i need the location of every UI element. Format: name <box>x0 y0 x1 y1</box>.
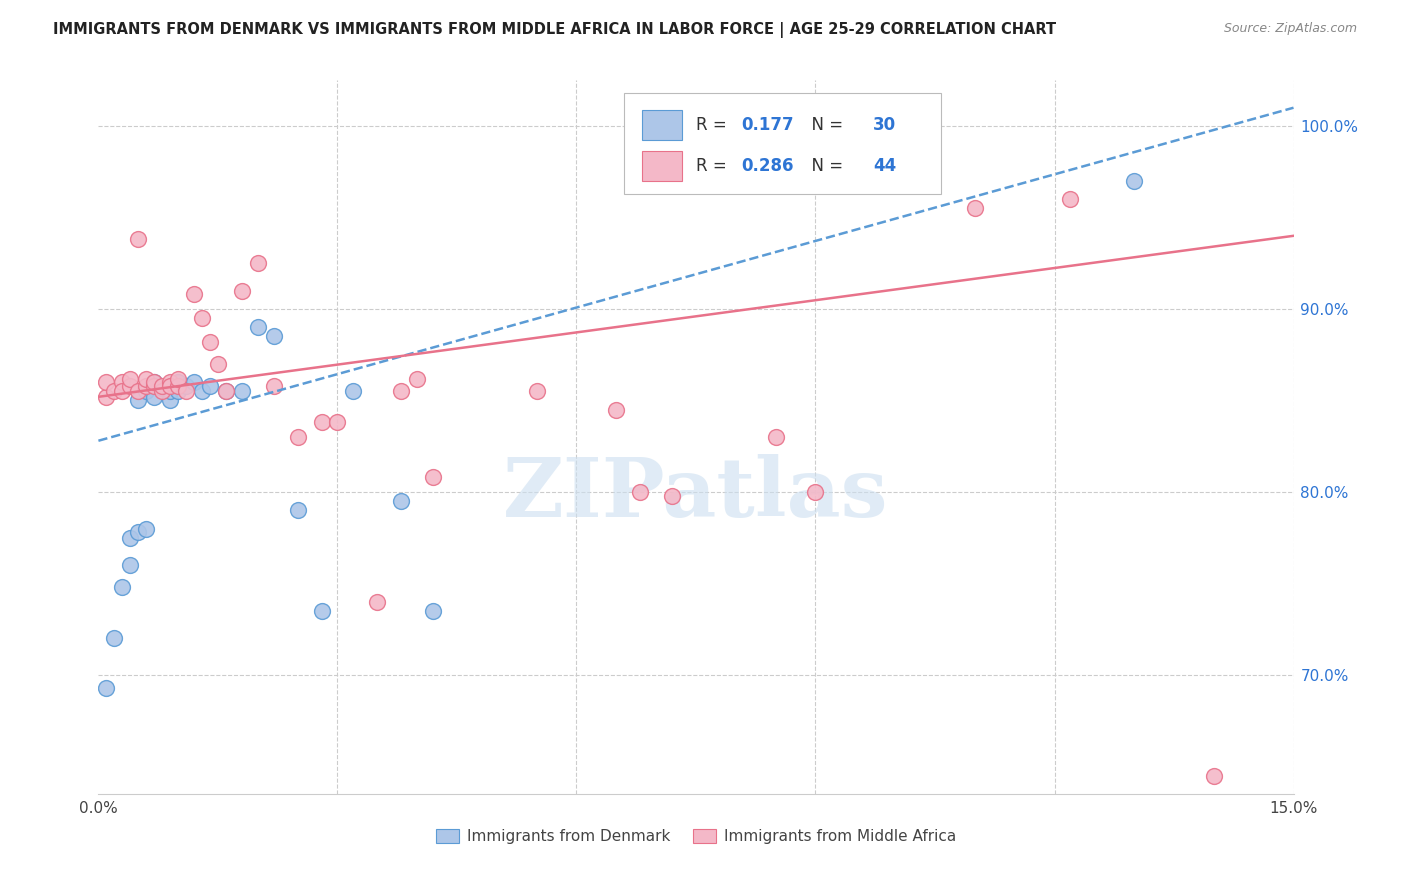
Point <box>103 384 125 399</box>
Point <box>198 379 221 393</box>
Point <box>422 470 444 484</box>
Point <box>342 384 364 399</box>
Point <box>287 503 309 517</box>
Text: ZIPatlas: ZIPatlas <box>503 454 889 534</box>
Point <box>215 384 238 399</box>
Point <box>174 379 197 393</box>
Point <box>167 371 190 385</box>
Point <box>143 390 166 404</box>
Point <box>96 390 118 404</box>
Point <box>389 384 412 399</box>
Text: N =: N = <box>801 116 848 134</box>
Point <box>143 375 166 389</box>
Point <box>127 232 149 246</box>
Point <box>159 384 181 399</box>
Point <box>120 531 142 545</box>
Point <box>120 379 142 393</box>
Point <box>127 393 149 408</box>
Point <box>127 384 149 399</box>
FancyBboxPatch shape <box>643 111 682 140</box>
FancyBboxPatch shape <box>643 151 682 181</box>
Point <box>389 494 412 508</box>
Point <box>111 375 134 389</box>
Point <box>103 632 125 646</box>
Text: IMMIGRANTS FROM DENMARK VS IMMIGRANTS FROM MIDDLE AFRICA IN LABOR FORCE | AGE 25: IMMIGRANTS FROM DENMARK VS IMMIGRANTS FR… <box>53 22 1056 38</box>
Point <box>191 311 214 326</box>
Point <box>765 430 787 444</box>
Point <box>183 287 205 301</box>
Point <box>150 381 173 395</box>
Point <box>804 485 827 500</box>
Point <box>1123 174 1146 188</box>
Text: R =: R = <box>696 116 733 134</box>
Point <box>120 558 142 573</box>
Point <box>207 357 229 371</box>
Point <box>127 525 149 540</box>
Point <box>263 379 285 393</box>
Point <box>167 384 190 399</box>
Point <box>526 384 548 399</box>
Point <box>191 384 214 399</box>
Text: 44: 44 <box>873 157 896 175</box>
Point <box>366 595 388 609</box>
Point <box>246 256 269 270</box>
Point <box>326 416 349 430</box>
Point <box>963 202 986 216</box>
FancyBboxPatch shape <box>624 93 941 194</box>
Point <box>111 580 134 594</box>
Point <box>143 379 166 393</box>
Point <box>231 384 253 399</box>
Point <box>96 681 118 695</box>
Point <box>287 430 309 444</box>
Point <box>198 334 221 349</box>
Point <box>174 384 197 399</box>
Point <box>167 379 190 393</box>
Point <box>111 384 134 399</box>
Text: N =: N = <box>801 157 848 175</box>
Point <box>311 416 333 430</box>
Point <box>422 604 444 618</box>
Point <box>135 522 157 536</box>
Point <box>661 489 683 503</box>
Point <box>143 375 166 389</box>
Text: 30: 30 <box>873 116 896 134</box>
Legend: Immigrants from Denmark, Immigrants from Middle Africa: Immigrants from Denmark, Immigrants from… <box>430 822 962 850</box>
Point <box>120 371 142 385</box>
Point <box>215 384 238 399</box>
Text: 0.177: 0.177 <box>741 116 794 134</box>
Point <box>246 320 269 334</box>
Point <box>628 485 651 500</box>
Point <box>183 375 205 389</box>
Point <box>96 375 118 389</box>
Point <box>150 379 173 393</box>
Point <box>150 384 173 399</box>
Point <box>1202 768 1225 782</box>
Point <box>159 379 181 393</box>
Point <box>159 393 181 408</box>
Point <box>605 402 627 417</box>
Point <box>159 375 181 389</box>
Point <box>263 329 285 343</box>
Text: 0.286: 0.286 <box>741 157 794 175</box>
Point <box>231 284 253 298</box>
Text: R =: R = <box>696 157 733 175</box>
Point <box>135 371 157 385</box>
Point <box>135 384 157 399</box>
Point <box>406 371 429 385</box>
Point <box>167 375 190 389</box>
Text: Source: ZipAtlas.com: Source: ZipAtlas.com <box>1223 22 1357 36</box>
Point <box>135 379 157 393</box>
Point <box>311 604 333 618</box>
Point <box>1059 192 1081 206</box>
